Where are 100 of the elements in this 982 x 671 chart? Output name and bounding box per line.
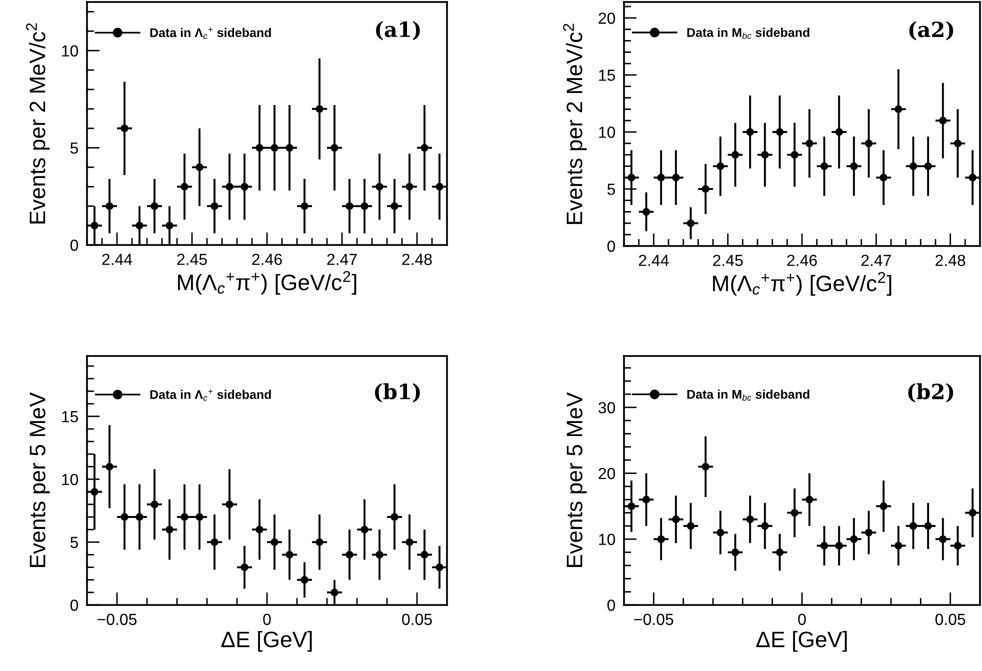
- y-tick-label: 5: [607, 184, 615, 195]
- point: [256, 526, 264, 534]
- point: [150, 500, 158, 508]
- x-tick-label: 0: [263, 614, 271, 626]
- point: [360, 526, 368, 534]
- point: [761, 150, 769, 159]
- point: [954, 542, 962, 550]
- x-tick-label: 2.48: [402, 254, 432, 266]
- point: [746, 128, 754, 136]
- x-tick-label: 2.48: [936, 254, 966, 266]
- x-axis-title: M(Λ$_{c}$$^{+}$π$^{+}$) [GeV/c$^{2}$]: [713, 272, 892, 296]
- y-tick-label: 0: [607, 600, 616, 611]
- point: [360, 202, 368, 210]
- point: [850, 162, 858, 170]
- point: [628, 174, 636, 182]
- annotation: (b1): [374, 383, 420, 402]
- point: [776, 128, 784, 136]
- x-tick-label: 2.44: [638, 254, 669, 266]
- point: [270, 538, 278, 546]
- point: [835, 128, 843, 136]
- point: [406, 538, 414, 546]
- point: [226, 182, 234, 190]
- point: [954, 140, 962, 148]
- y-tick-label: 20: [598, 12, 616, 24]
- point: [390, 202, 398, 210]
- legend-label: Data in Λ$_{c}$$^{+}$ sideband: [150, 27, 271, 40]
- x-axis-title: M(Λ$_{c}$$^{+}$π$^{+}$) [GeV/c$^{2}$]: [178, 271, 356, 295]
- y-axis-title: Events per 2 MeV/c$^{2}$: [26, 23, 50, 224]
- point: [746, 516, 754, 524]
- point: [106, 202, 114, 210]
- point: [731, 150, 740, 159]
- point: [240, 563, 248, 572]
- annotation: (a2): [909, 21, 954, 40]
- x-tick-label: 0: [798, 614, 806, 626]
- y-axis-title: Events per 5 MeV: [30, 392, 50, 567]
- y-tick-label: 10: [62, 474, 78, 486]
- point: [210, 202, 218, 210]
- point: [968, 174, 976, 182]
- point: [835, 542, 843, 550]
- point: [776, 548, 784, 556]
- point: [968, 508, 976, 517]
- x-tick-label: −0.05: [634, 614, 674, 626]
- annotation: (a1): [376, 21, 420, 40]
- point: [924, 522, 932, 530]
- point: [136, 222, 144, 230]
- point: [166, 526, 174, 534]
- point: [420, 144, 428, 152]
- y-tick-label: 5: [70, 142, 78, 154]
- point: [210, 538, 218, 546]
- y-tick-label: 30: [598, 402, 616, 414]
- point: [346, 202, 354, 210]
- point: [90, 222, 98, 230]
- point: [196, 163, 204, 172]
- point: [672, 516, 680, 524]
- x-tick-label: 0.05: [402, 614, 432, 626]
- point: [820, 162, 828, 170]
- point: [436, 182, 444, 190]
- point: [672, 174, 680, 182]
- y-tick-label: 0: [70, 240, 78, 251]
- point: [894, 542, 902, 550]
- point: [90, 488, 98, 496]
- point: [806, 140, 814, 148]
- point: [346, 550, 354, 558]
- point: [880, 174, 888, 182]
- point: [106, 462, 114, 470]
- y-tick-label: 10: [62, 45, 78, 57]
- x-tick-label: 2.46: [787, 254, 817, 266]
- legend-label: Data in Λ$_{c}$$^{+}$ sideband: [150, 389, 271, 401]
- point: [702, 185, 710, 193]
- y-tick-label: 0: [70, 600, 78, 611]
- point: [790, 150, 798, 159]
- point: [820, 542, 828, 550]
- point: [376, 182, 384, 190]
- y-tick-label: 0: [607, 240, 616, 252]
- point: [864, 140, 873, 148]
- legend-label: Data in M$_{bc}$ sideband: [687, 28, 810, 39]
- y-axis-title: Events per 2 MeV/c$^{2}$: [563, 24, 587, 224]
- point: [286, 550, 294, 558]
- point: [436, 563, 444, 572]
- point: [166, 222, 174, 230]
- y-axis-title: Events per 5 MeV: [566, 392, 587, 567]
- point: [642, 208, 650, 216]
- point: [806, 496, 814, 504]
- point: [909, 162, 918, 170]
- point: [406, 182, 414, 190]
- point: [642, 496, 650, 504]
- y-tick-label: 10: [599, 126, 616, 138]
- point: [316, 538, 324, 546]
- point: [240, 182, 248, 190]
- point: [376, 550, 384, 558]
- point: [120, 124, 128, 132]
- point: [628, 502, 636, 510]
- x-tick-label: 0.05: [935, 614, 966, 626]
- y-tick-label: 20: [598, 468, 616, 480]
- point: [761, 522, 769, 530]
- point: [880, 502, 888, 510]
- point: [716, 162, 724, 170]
- x-tick-label: 2.46: [252, 254, 282, 266]
- point: [686, 522, 695, 530]
- point: [256, 144, 264, 152]
